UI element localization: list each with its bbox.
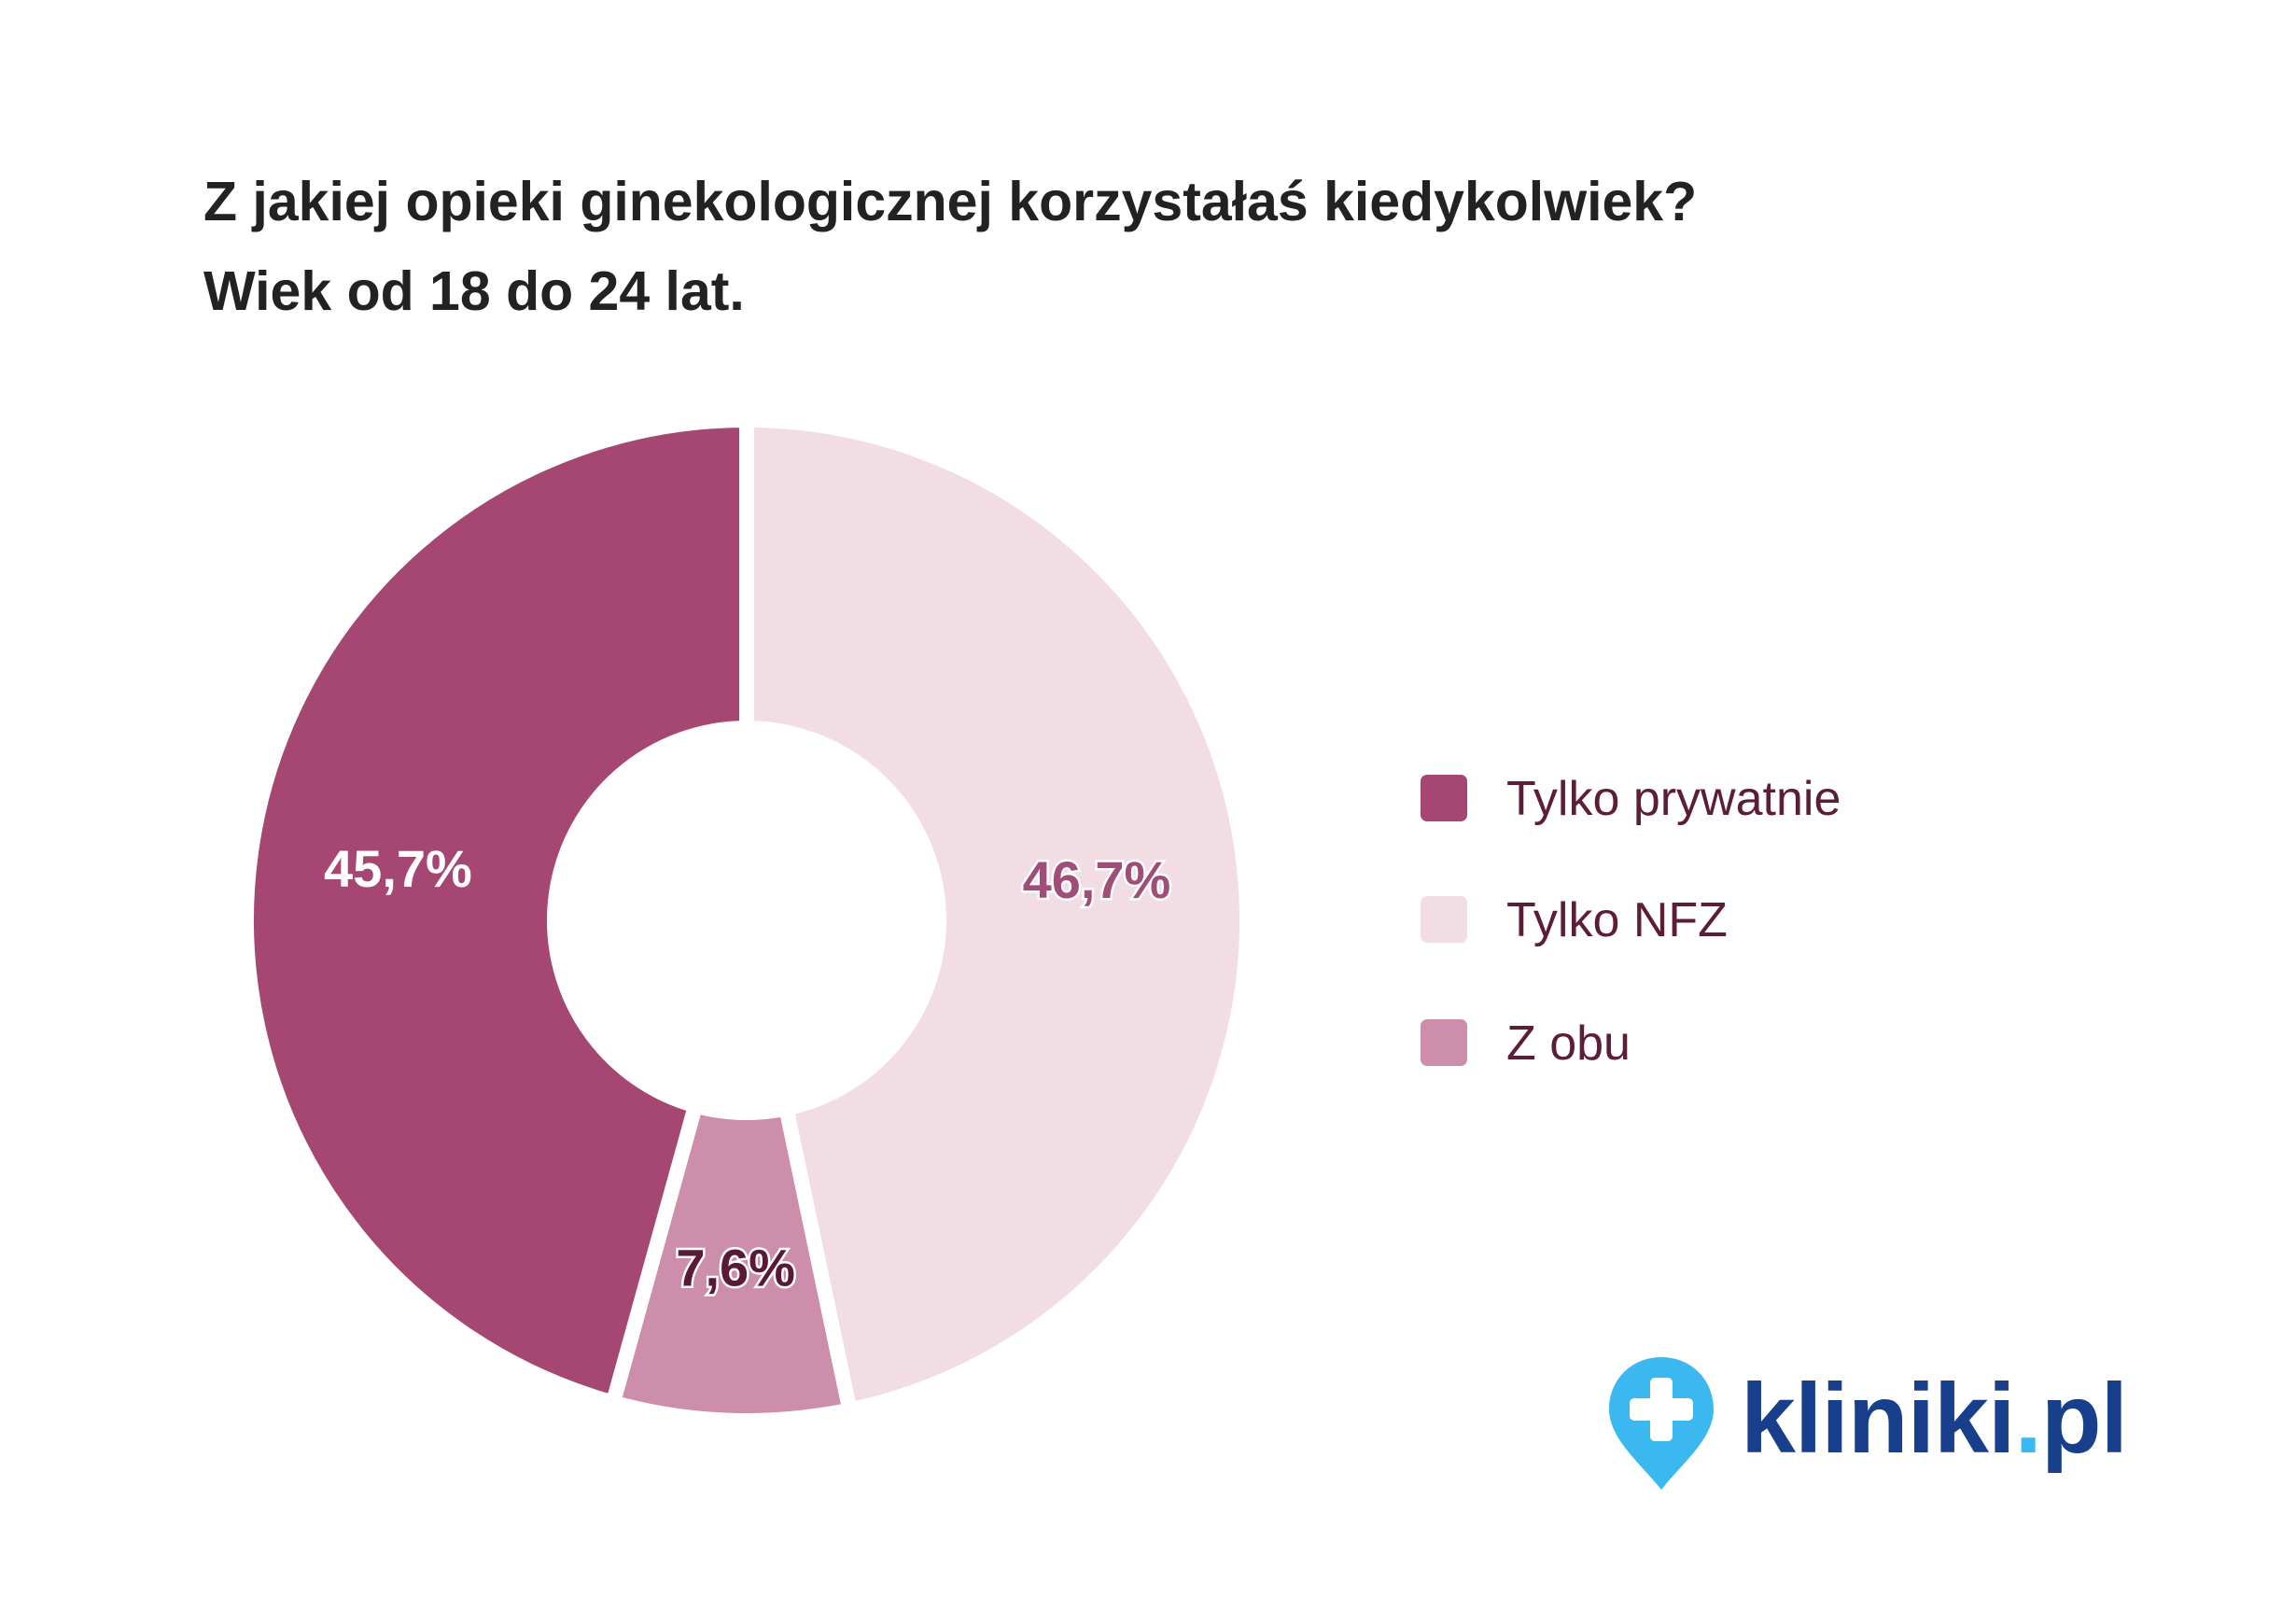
logo-text-dot: . <box>2014 1364 2041 1474</box>
chart-slices <box>239 412 1254 1428</box>
title-line-2: Wiek od 18 do 24 lat. <box>203 260 745 322</box>
slice-tylko-nfz <box>739 412 1254 1420</box>
kliniki-logo: kliniki.pl <box>1605 1353 2165 1503</box>
title-line-1: Z jakiej opieki ginekologicznej korzysta… <box>203 171 1698 232</box>
legend-label: Z obu <box>1506 1016 1631 1071</box>
legend-item-tylko-nfz: Tylko NFZ <box>1421 887 2074 947</box>
logo-wordmark: kliniki.pl <box>1741 1353 2128 1484</box>
medical-pin-icon <box>1609 1357 1714 1490</box>
logo-text-tld: pl <box>2040 1364 2128 1474</box>
legend-item-z-obu: Z obu <box>1421 1010 2074 1071</box>
legend-swatch <box>1421 896 1467 943</box>
slice-label: 45,7% <box>324 839 472 898</box>
chart-title: Z jakiej opieki ginekologicznej korzysta… <box>203 157 1697 336</box>
slice-label: 7,6% <box>676 1239 795 1297</box>
legend-item-tylko-prywatnie: Tylko prywatnie <box>1421 765 2074 826</box>
slice-label: 46,7% <box>1023 850 1171 909</box>
legend-swatch <box>1421 775 1467 821</box>
logo-text-main: kliniki <box>1741 1364 2015 1474</box>
legend-label: Tylko NFZ <box>1506 893 1728 947</box>
legend-swatch <box>1421 1019 1467 1066</box>
slice-tylko-prywatnie <box>239 412 754 1412</box>
legend-label: Tylko prywatnie <box>1506 772 1841 826</box>
slice-z-obu <box>604 1096 859 1428</box>
chart-slice-labels: 46,7% 7,6% 45,7% <box>324 839 1173 1299</box>
